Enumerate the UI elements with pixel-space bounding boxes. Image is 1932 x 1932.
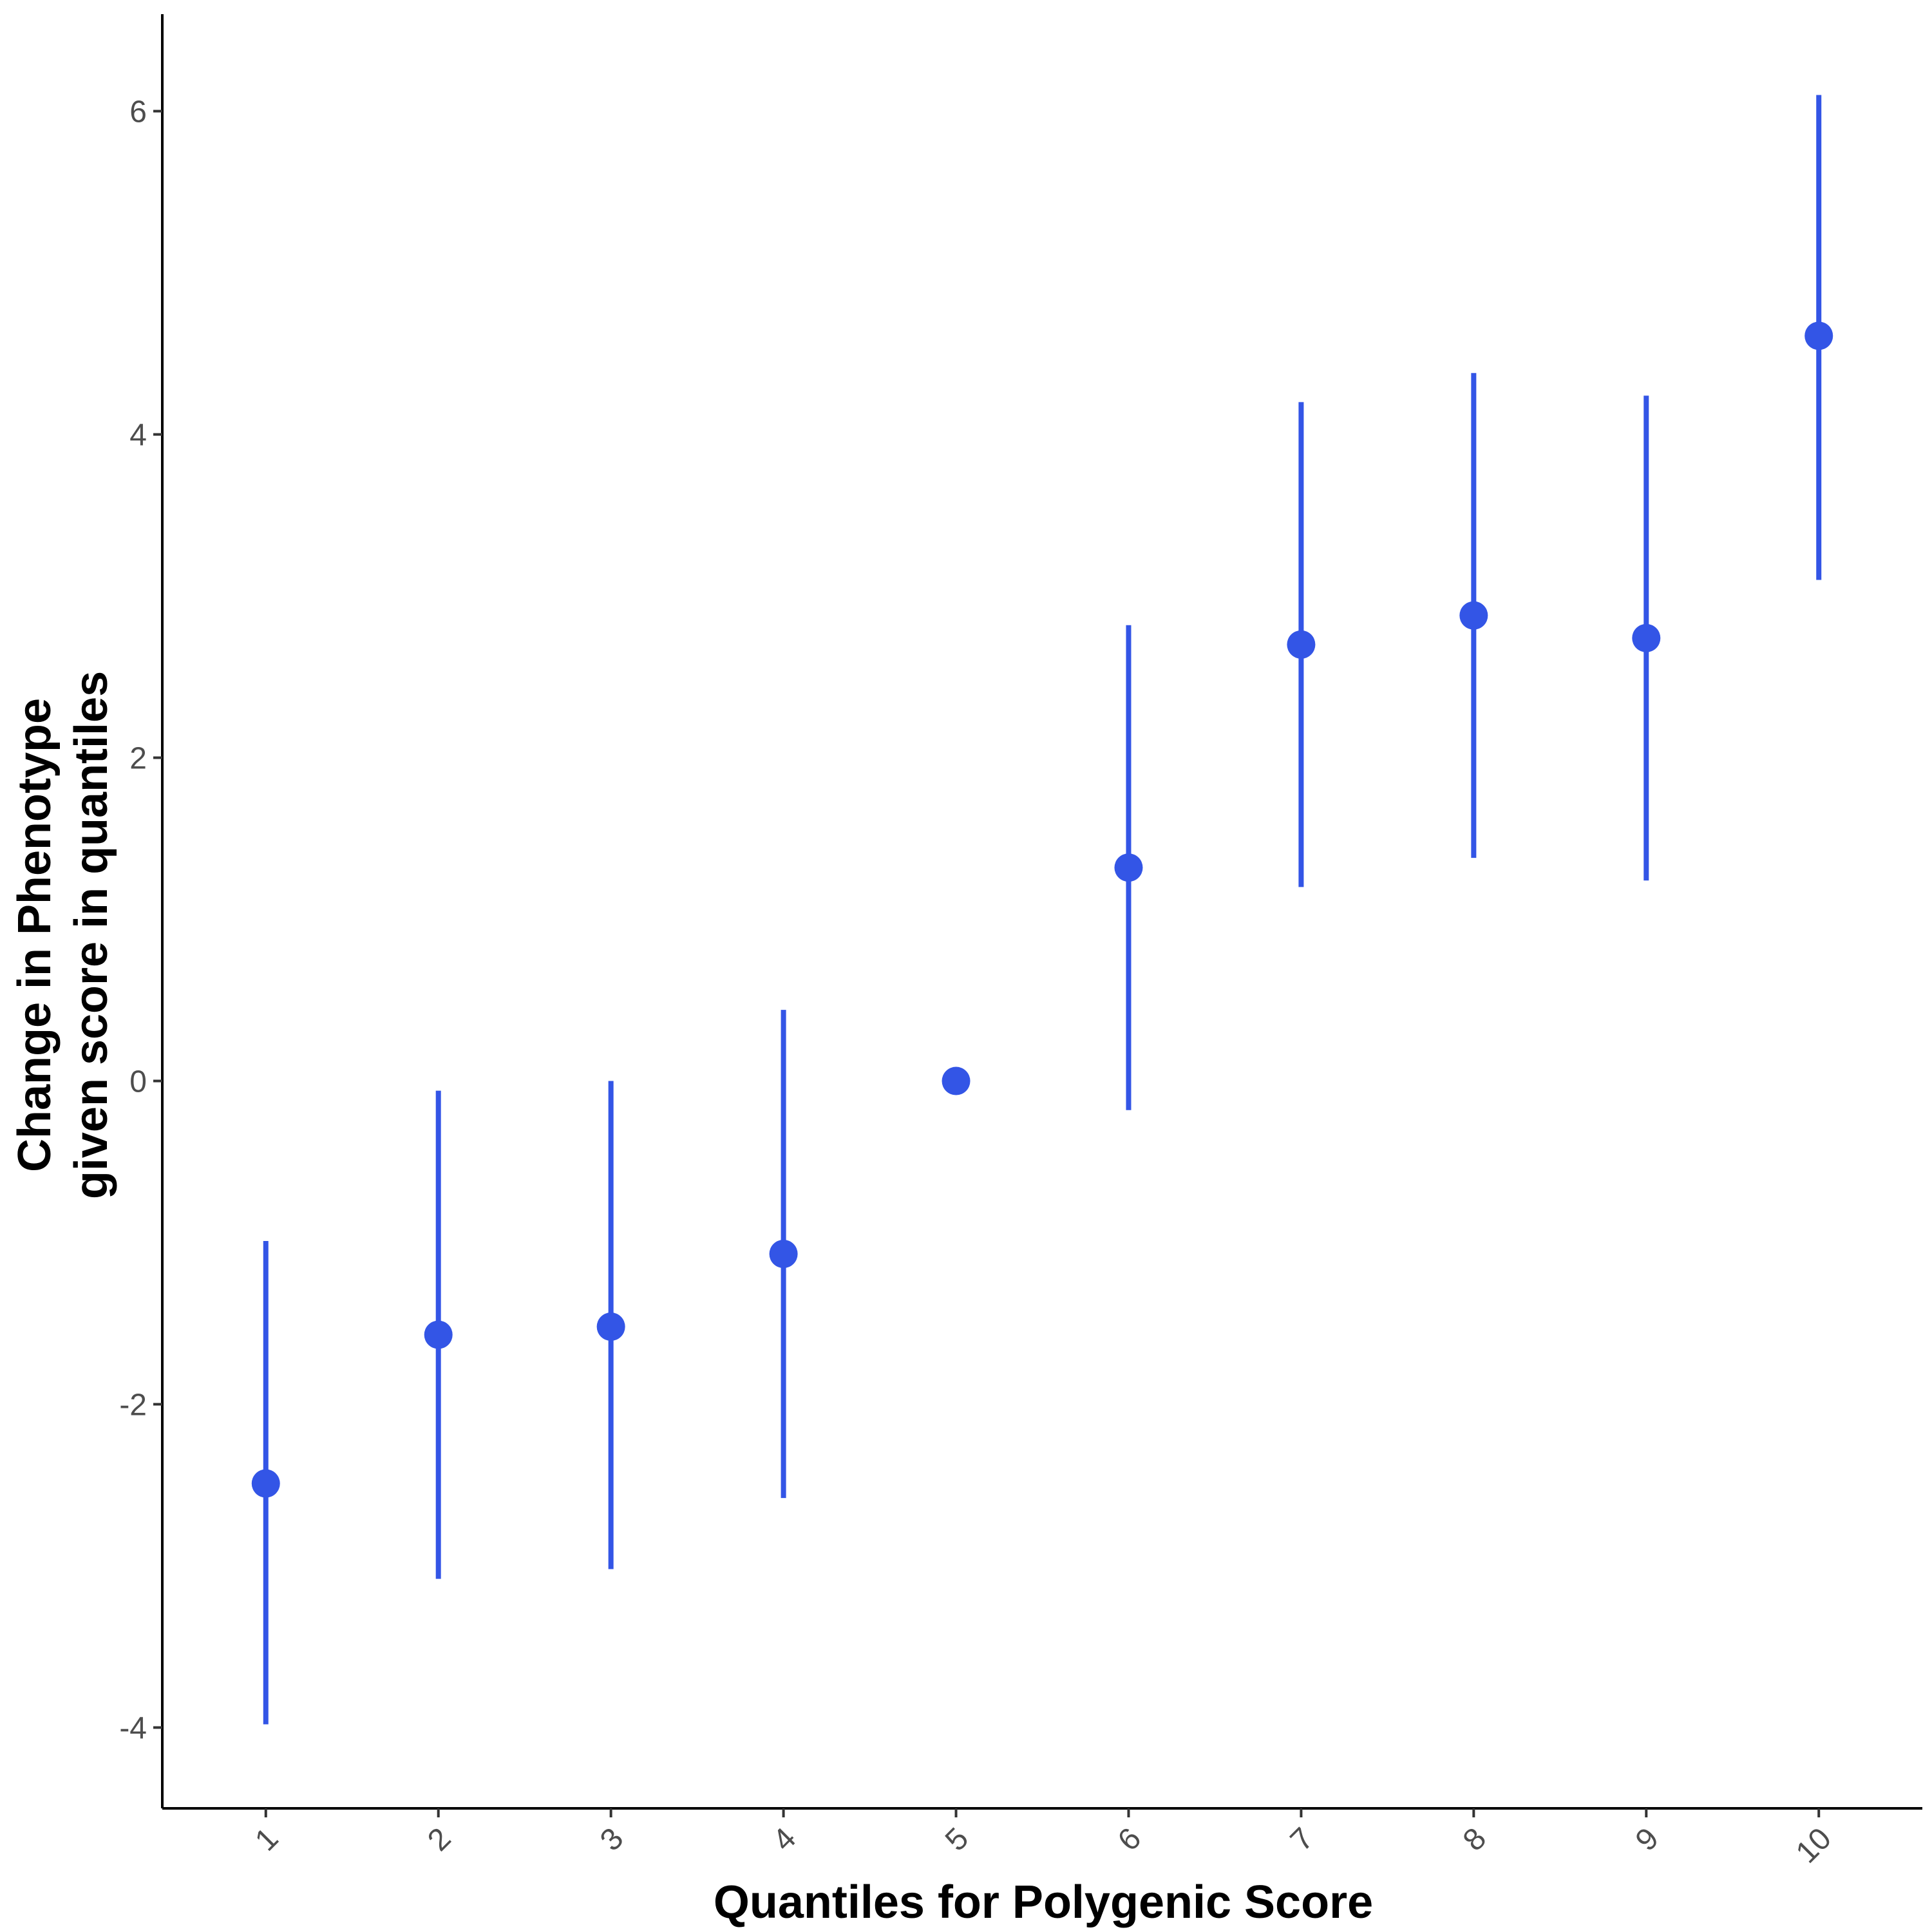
data-point bbox=[769, 1240, 798, 1269]
x-tick-label: 9 bbox=[1629, 1821, 1665, 1857]
x-tick-label: 10 bbox=[1790, 1821, 1838, 1870]
y-ticks: -4 -2 0 2 4 6 bbox=[119, 95, 162, 1746]
x-tick-label: 3 bbox=[594, 1821, 630, 1857]
data-point bbox=[1459, 601, 1488, 630]
data-point bbox=[942, 1066, 971, 1095]
data-point bbox=[424, 1320, 453, 1349]
y-tick-label: -4 bbox=[119, 1712, 147, 1746]
y-axis-title-line-1: Change in Phenotype bbox=[9, 698, 61, 1172]
data-point bbox=[251, 1469, 280, 1498]
data-point bbox=[1287, 630, 1316, 659]
y-axis-title-line-2: given score in quantiles bbox=[66, 671, 117, 1199]
data-point bbox=[596, 1312, 625, 1341]
plot-marks bbox=[251, 95, 1833, 1725]
data-point bbox=[1632, 623, 1661, 652]
x-tick-label: 4 bbox=[766, 1821, 802, 1857]
x-ticks: 1 2 3 4 5 6 7 8 9 10 bbox=[249, 1808, 1838, 1870]
x-tick-label: 2 bbox=[421, 1821, 457, 1857]
y-tick-label: 2 bbox=[129, 742, 147, 776]
x-tick-label: 8 bbox=[1457, 1821, 1493, 1857]
x-axis-title: Quantiles for Polygenic Score bbox=[714, 1877, 1373, 1928]
x-tick-label: 7 bbox=[1284, 1821, 1320, 1857]
y-tick-label: -2 bbox=[119, 1388, 147, 1423]
axes: -4 -2 0 2 4 6 1 2 3 4 5 6 7 8 9 10 bbox=[119, 14, 1922, 1870]
x-tick-label: 6 bbox=[1112, 1821, 1148, 1857]
y-tick-label: 6 bbox=[129, 95, 147, 129]
y-axis-title: Change in Phenotype given score in quant… bbox=[9, 671, 117, 1199]
x-tick-label: 1 bbox=[249, 1821, 285, 1857]
y-tick-label: 0 bbox=[129, 1065, 147, 1099]
x-tick-label: 5 bbox=[939, 1821, 975, 1857]
y-tick-label: 4 bbox=[129, 419, 147, 453]
data-point bbox=[1804, 321, 1833, 350]
data-point bbox=[1114, 853, 1143, 882]
